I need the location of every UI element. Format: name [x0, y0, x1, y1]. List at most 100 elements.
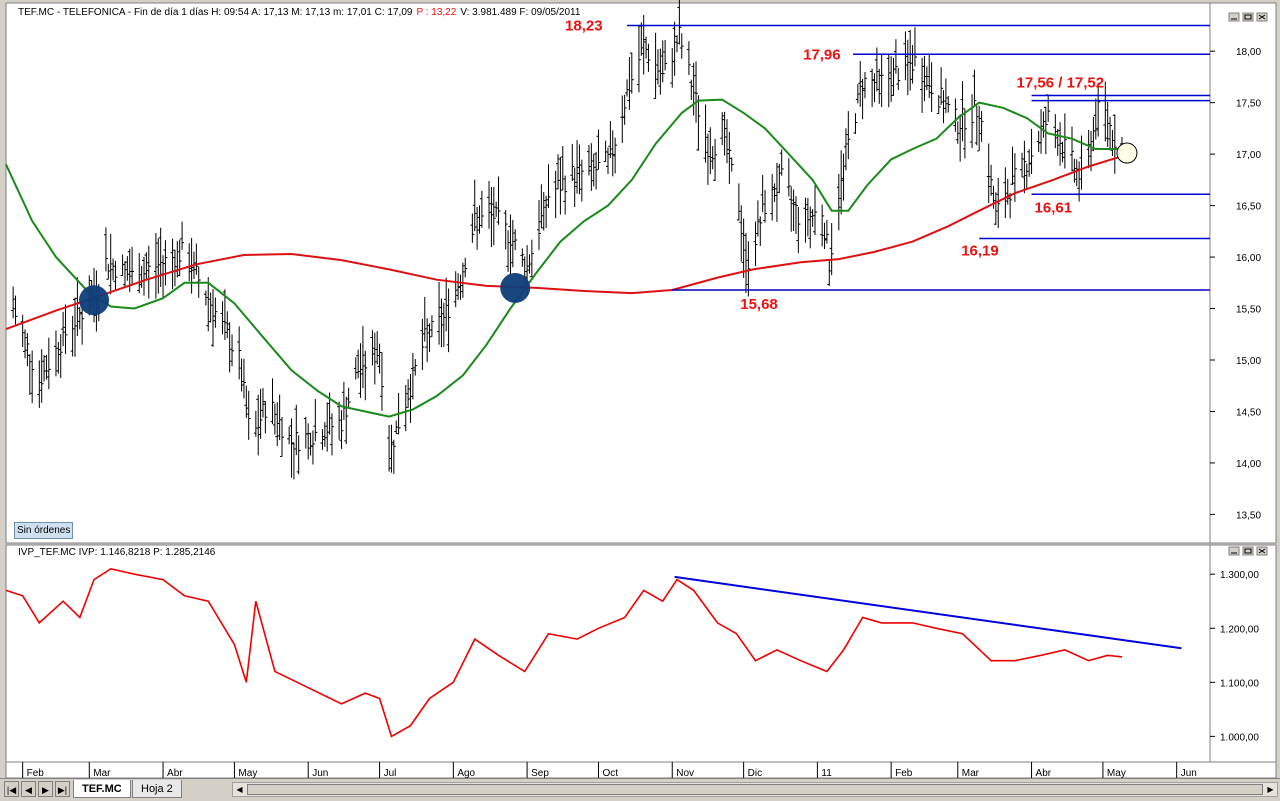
price-bar: [703, 104, 708, 163]
orders-button[interactable]: Sin órdenes: [14, 522, 74, 539]
price-bar: [520, 248, 525, 267]
price-bar: [820, 204, 825, 247]
price-bar: [839, 150, 844, 215]
level-annotation: 17,56 / 17,52: [1017, 74, 1105, 91]
ivp-pane-controls[interactable]: [1228, 546, 1268, 556]
minimize-icon[interactable]: [1228, 12, 1240, 22]
price-bar: [377, 343, 382, 374]
tab-tef-mc[interactable]: TEF.MC: [73, 780, 131, 798]
price-bar: [137, 253, 142, 294]
scroll-thumb[interactable]: [247, 784, 1263, 795]
price-bar: [370, 330, 375, 366]
price-bar: [541, 192, 546, 231]
price-bar: [513, 229, 518, 251]
price-bar: [58, 334, 63, 379]
price-bar: [779, 149, 784, 176]
price-bar: [625, 79, 630, 97]
price-bar: [406, 379, 411, 408]
price-bar: [61, 311, 66, 347]
price-bar: [977, 105, 982, 152]
price-bar: [613, 137, 618, 174]
price-bar: [556, 154, 561, 190]
price-bar: [722, 111, 727, 156]
price-bar: [753, 221, 758, 267]
price-bar: [536, 200, 541, 250]
price-bar: [572, 167, 577, 208]
price-bar: [241, 358, 246, 399]
date-axis: [5, 761, 1277, 779]
price-bar: [456, 273, 461, 300]
price-bar: [770, 174, 775, 221]
prev-sheet-icon[interactable]: ◀: [21, 781, 36, 797]
price-tick-label: 14,00: [1236, 459, 1261, 470]
price-bar: [394, 420, 399, 434]
price-bar: [37, 360, 42, 408]
price-bar: [563, 175, 568, 215]
price-pane-controls[interactable]: [1228, 12, 1268, 22]
price-bar: [710, 146, 715, 170]
price-bar: [289, 418, 294, 478]
price-bar: [746, 241, 751, 297]
price-bar: [472, 179, 477, 232]
scroll-left-icon[interactable]: ◀: [236, 785, 243, 794]
price-bar: [344, 396, 349, 445]
maximize-icon[interactable]: [1242, 12, 1254, 22]
price-bar: [594, 151, 599, 190]
price-bar: [910, 45, 915, 84]
price-bar: [237, 326, 242, 380]
minimize-icon[interactable]: [1228, 546, 1240, 556]
price-tick-label: 13,50: [1236, 510, 1261, 521]
price-bar: [739, 205, 744, 262]
price-bar: [510, 219, 515, 268]
price-bar: [870, 68, 875, 107]
price-bar: [75, 277, 80, 336]
last-sheet-icon[interactable]: ▶|: [55, 781, 70, 797]
price-bar: [879, 53, 884, 108]
ivp-line: [5, 567, 1123, 738]
price-bar: [924, 66, 929, 91]
price-bar: [660, 40, 665, 83]
horizontal-scrollbar[interactable]: ◀ ▶: [232, 782, 1278, 797]
price-bar: [203, 290, 208, 306]
maximize-icon[interactable]: [1242, 546, 1254, 556]
price-bar: [470, 213, 475, 243]
price-bar: [77, 306, 82, 330]
price-bar: [103, 227, 108, 272]
price-bar: [962, 108, 967, 159]
price-bar: [244, 385, 249, 418]
price-bar: [586, 144, 591, 176]
scroll-right-icon[interactable]: ▶: [1267, 785, 1274, 794]
date-tick-label: Oct: [602, 768, 618, 778]
next-sheet-icon[interactable]: ▶: [38, 781, 53, 797]
price-bar: [946, 96, 951, 113]
price-bar: [658, 48, 663, 95]
price-bar: [1020, 152, 1025, 178]
price-bar: [960, 81, 965, 142]
ivp-tick-label: 1.300,00: [1220, 570, 1259, 581]
price-bar: [356, 349, 361, 379]
price-tick-label: 15,00: [1236, 356, 1261, 367]
price-bar: [487, 181, 492, 229]
ma-short-line: [5, 98, 1122, 418]
support-resistance-levels: 18,23 17,96 17,56 / 17,52 16,61 16,19 15,68: [565, 17, 1210, 313]
price-bar: [713, 138, 718, 182]
tab-hoja-2[interactable]: Hoja 2: [132, 780, 182, 798]
price-axis: [1209, 2, 1277, 544]
price-bar: [463, 257, 468, 278]
price-tick-label: 18,00: [1236, 47, 1261, 58]
price-bar: [689, 79, 694, 101]
date-tick-label: Jun: [312, 768, 328, 778]
first-sheet-icon[interactable]: |◀: [4, 781, 19, 797]
price-pane[interactable]: [5, 2, 1211, 544]
price-bar: [644, 36, 649, 59]
price-bar: [420, 318, 425, 370]
price-tick-label: 17,00: [1236, 150, 1261, 161]
price-bar: [1089, 131, 1094, 172]
price-bar: [927, 53, 932, 98]
price-bar: [391, 439, 396, 474]
price-bar: [955, 121, 960, 144]
price-bar: [458, 274, 463, 300]
price-bar: [677, 0, 682, 45]
price-bar: [325, 402, 330, 452]
ivp-pane[interactable]: [5, 544, 1211, 763]
